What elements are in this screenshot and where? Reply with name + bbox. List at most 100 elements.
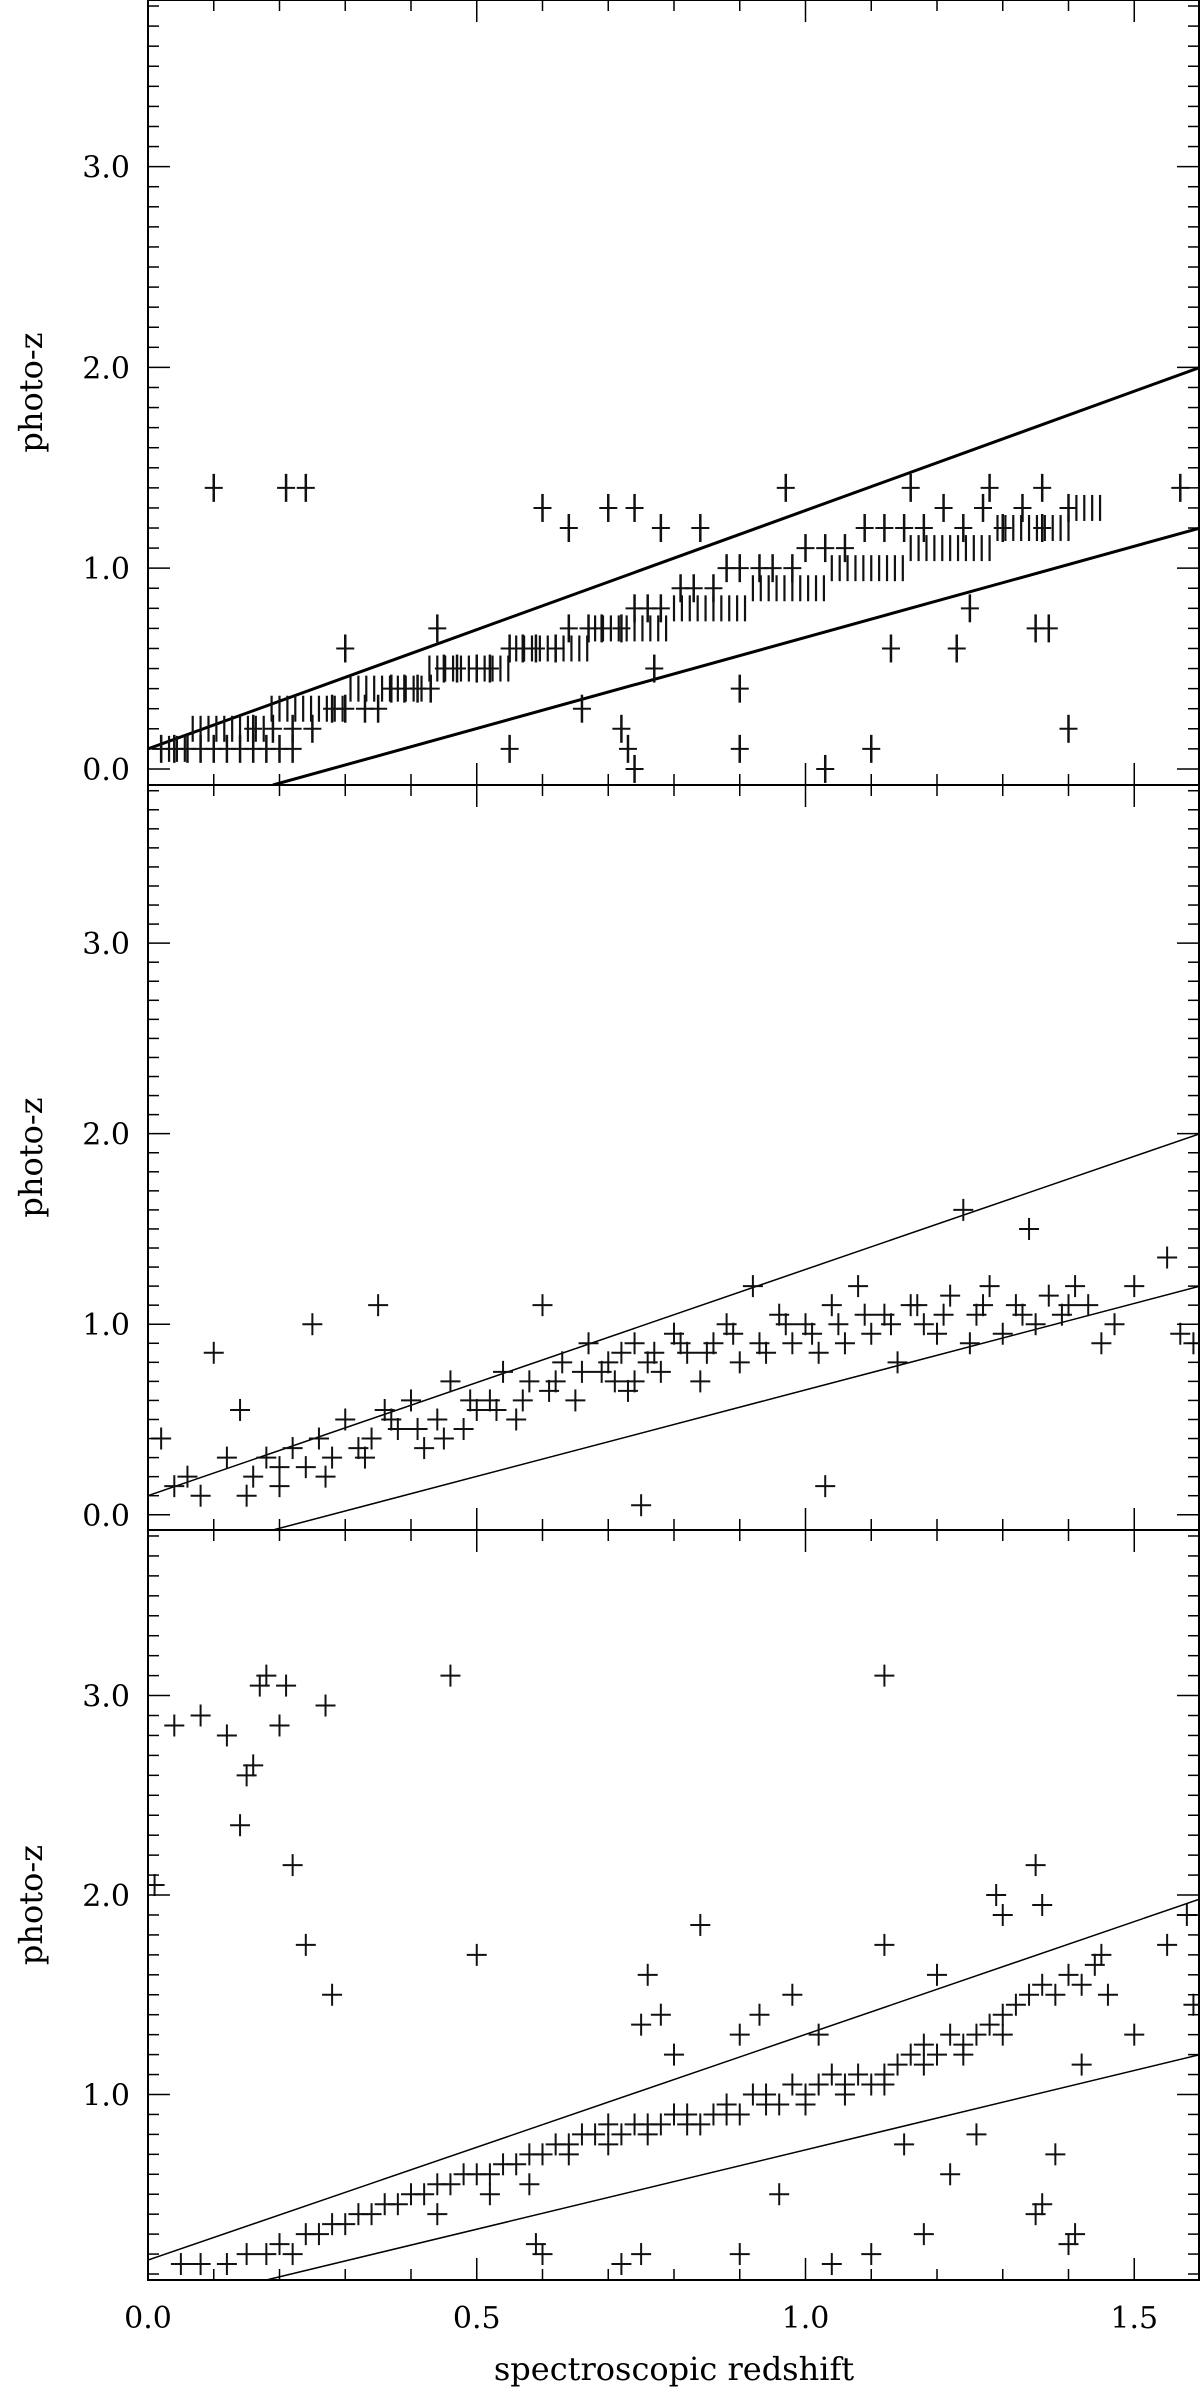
data-point: [650, 1360, 671, 1383]
y-tick-label: 1.0: [82, 2078, 130, 2113]
data-point: [907, 1294, 928, 1317]
plot-area: [148, 1664, 1200, 2280]
data-point: [604, 1370, 625, 1393]
plot-area: [148, 365, 1200, 785]
y-axis-label: photo-z: [12, 1845, 50, 1965]
y-tick-label: 0.0: [82, 1499, 130, 1534]
data-point: [887, 2053, 908, 2076]
data-point: [625, 754, 644, 783]
data-point: [559, 614, 578, 643]
data-point: [1091, 1332, 1112, 1355]
data-point: [913, 2053, 934, 2076]
data-point: [428, 614, 447, 643]
data-point: [644, 1341, 665, 1364]
data-point: [947, 634, 966, 663]
data-point: [598, 1351, 619, 1374]
data-point: [269, 1714, 290, 1737]
data-point: [533, 493, 552, 522]
data-point: [335, 2213, 356, 2236]
data-point: [368, 1294, 389, 1317]
data-point: [466, 1943, 487, 1966]
data-point: [861, 2243, 882, 2266]
data-point: [243, 1754, 264, 1777]
data-point: [834, 1332, 855, 1355]
data-point: [1124, 2023, 1145, 2046]
reference-line: [148, 365, 1200, 751]
data-point: [308, 2223, 329, 2246]
data-point: [618, 734, 637, 763]
data-point: [532, 1294, 553, 1317]
data-point: [598, 2133, 619, 2156]
data-point: [558, 2143, 579, 2166]
data-point: [585, 2123, 606, 2146]
data-point: [190, 2253, 211, 2276]
data-point: [302, 1313, 323, 1336]
data-point: [269, 1456, 290, 1479]
data-point: [940, 2023, 961, 2046]
data-point: [407, 1418, 428, 1441]
data-point: [295, 1933, 316, 1956]
data-point: [354, 1446, 375, 1469]
data-point: [874, 2073, 895, 2096]
data-point: [776, 473, 795, 502]
data-point: [729, 2023, 750, 2046]
data-point: [861, 1322, 882, 1345]
data-point: [263, 714, 282, 743]
data-point: [940, 2163, 961, 2186]
data-point: [303, 714, 322, 743]
data-point: [848, 2063, 869, 2086]
data-point: [913, 1313, 934, 1336]
data-point: [862, 734, 881, 763]
data-point: [611, 1341, 632, 1364]
data-point: [775, 1313, 796, 1336]
data-point: [1183, 1993, 1200, 2016]
data-point: [815, 1475, 836, 1498]
data-point: [216, 1446, 237, 1469]
data-point: [486, 1398, 507, 1421]
data-point: [1058, 1963, 1079, 1986]
data-point: [966, 2123, 987, 2146]
data-point: [992, 1903, 1013, 1926]
reference-line: [272, 526, 1200, 785]
data-point: [834, 2083, 855, 2106]
data-point: [901, 473, 920, 502]
data-point: [974, 493, 993, 522]
data-point: [611, 2253, 632, 2276]
data-point: [796, 534, 815, 563]
data-point: [1091, 1943, 1112, 1966]
data-point: [953, 2043, 974, 2066]
data-point: [690, 1913, 711, 1936]
data-point: [440, 1664, 461, 1687]
data-point: [532, 2143, 553, 2166]
data-point: [1071, 2053, 1092, 2076]
data-point: [276, 1674, 297, 1697]
data-point: [526, 634, 545, 663]
data-point: [387, 2193, 408, 2216]
data-point: [236, 1484, 257, 1507]
data-point: [900, 2043, 921, 2066]
data-point: [1058, 1294, 1079, 1317]
data-point: [1019, 1983, 1040, 2006]
data-point: [1097, 1983, 1118, 2006]
data-point: [545, 1370, 566, 1393]
data-point: [1171, 473, 1190, 502]
data-point: [881, 634, 900, 663]
data-point: [1032, 2193, 1053, 2216]
binned-band: [160, 494, 1102, 762]
data-point: [190, 1704, 211, 1727]
data-point: [821, 2253, 842, 2276]
data-point: [381, 1408, 402, 1431]
data-point: [651, 594, 670, 623]
data-point: [802, 1322, 823, 1345]
data-point: [637, 1963, 658, 1986]
x-axis-label: spectroscopic redshift: [494, 2350, 854, 2388]
data-point: [729, 1351, 750, 1374]
data-point: [756, 2093, 777, 2116]
data-point: [821, 2063, 842, 2086]
data-point: [401, 1389, 421, 1412]
data-point: [283, 714, 302, 743]
data-point: [361, 2203, 382, 2226]
data-point: [295, 1456, 316, 1479]
data-point: [506, 1408, 527, 1431]
data-point: [855, 514, 874, 543]
